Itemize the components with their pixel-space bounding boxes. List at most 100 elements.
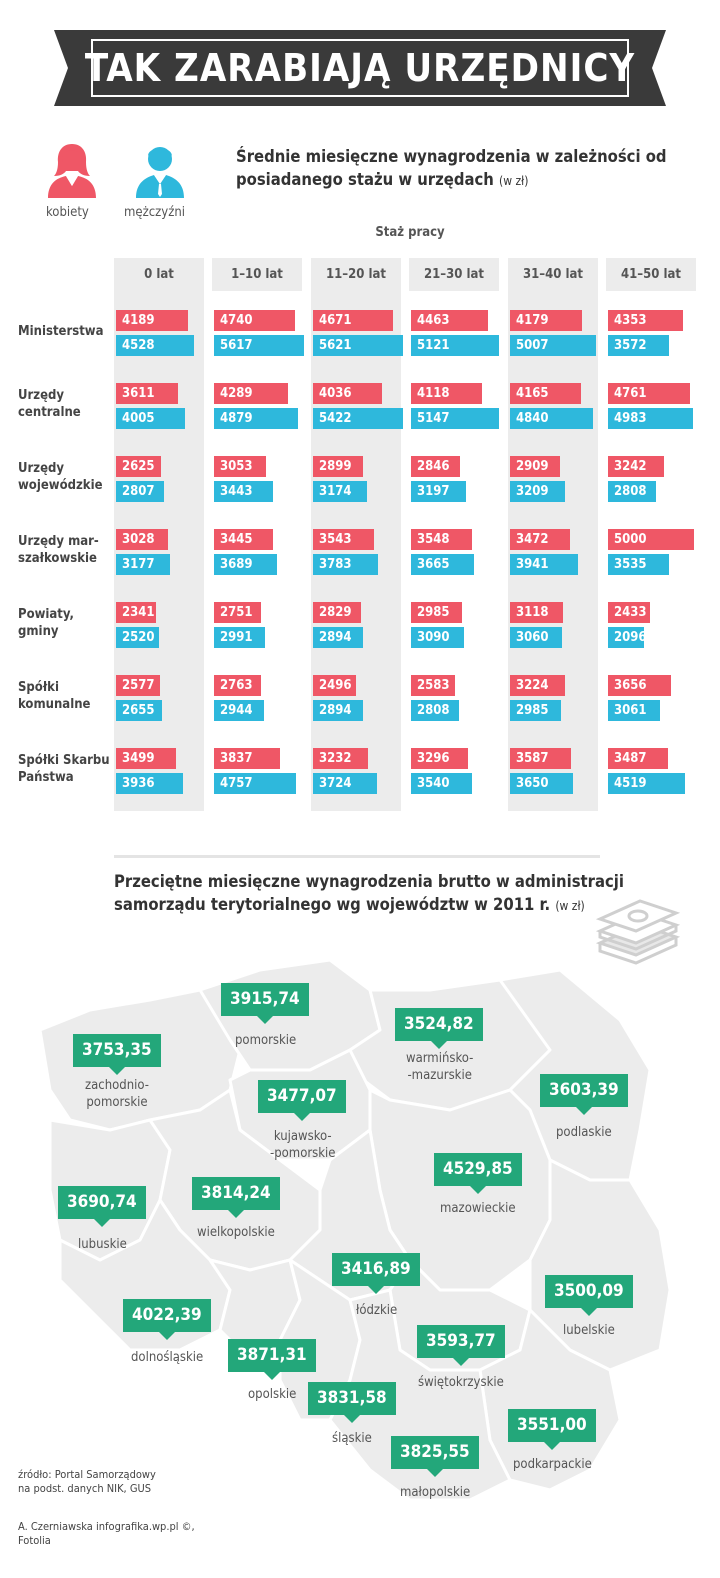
bar-men: 3174	[313, 481, 367, 502]
row-label: Urzędy wojewódzkie	[18, 461, 103, 493]
value-badge: 4022,39	[123, 1299, 211, 1340]
bar-men: 3941	[510, 554, 578, 575]
chart2-title: Przeciętne miesięczne wynagrodzenia brut…	[114, 872, 624, 914]
bar-men: 5422	[313, 408, 403, 429]
region-label: podlaskie	[556, 1125, 612, 1140]
value-badge: 4529,85	[434, 1153, 522, 1194]
bar-men: 5617	[214, 335, 304, 356]
bar-men: 4519	[608, 773, 685, 794]
bar-women: 3445	[214, 529, 273, 550]
bar-men: 4983	[608, 408, 693, 429]
row-label: Powiaty, gminy	[18, 607, 74, 639]
bar-men: 4528	[116, 335, 194, 356]
bar-women: 3118	[510, 602, 563, 623]
row-label: Ministerstwa	[18, 324, 104, 339]
bar-women: 3224	[510, 675, 565, 696]
row-label: Spółki komunalne	[18, 680, 91, 712]
bar-men: 3665	[411, 554, 474, 575]
bar-women: 2496	[313, 675, 356, 696]
bar-women: 3837	[214, 748, 280, 769]
bar-women: 3548	[411, 529, 472, 550]
chart1-axis-label: Staż pracy	[375, 225, 445, 240]
bar-women: 3028	[116, 529, 168, 550]
bar-women: 2909	[510, 456, 560, 477]
region-label: kujawsko- -pomorskie	[270, 1129, 336, 1161]
bar-women: 3053	[214, 456, 266, 477]
chart1-title: Średnie miesięczne wynagrodzenia w zależ…	[236, 147, 667, 189]
column-header: 11–20 lat	[326, 267, 386, 282]
bar-women: 4671	[313, 310, 393, 331]
value-badge: 3831,58	[308, 1382, 396, 1423]
bar-men: 3197	[411, 481, 466, 502]
region-label: małopolskie	[400, 1485, 471, 1500]
column-header: 1–10 lat	[212, 258, 302, 291]
value-badge: 3500,09	[545, 1275, 633, 1316]
bar-men: 2894	[313, 700, 363, 721]
bar-men: 4757	[214, 773, 296, 794]
bar-men: 3535	[608, 554, 669, 575]
column-header: 31–40 lat	[523, 267, 583, 282]
value-badge: 3814,24	[192, 1177, 280, 1218]
page-title: TAK ZARABIAJĄ URZĘDNICY	[84, 46, 636, 90]
bar-women: 3296	[411, 748, 468, 769]
region-label: dolnośląskie	[131, 1350, 204, 1365]
bar-men: 3090	[411, 627, 464, 648]
bar-women: 2829	[313, 602, 361, 623]
bar-women: 4179	[510, 310, 582, 331]
bar-men: 5007	[510, 335, 596, 356]
bar-men: 3177	[116, 554, 170, 575]
bar-men: 2807	[116, 481, 164, 502]
region-lubelskie	[528, 1158, 672, 1372]
region-label: świętokrzyskie	[418, 1375, 504, 1390]
bar-men: 2808	[608, 481, 656, 502]
row-label: Urzędy centralne	[18, 388, 81, 420]
bar-women: 4463	[411, 310, 488, 331]
bar-men: 3540	[411, 773, 472, 794]
bar-women: 3487	[608, 748, 668, 769]
bar-men: 3209	[510, 481, 565, 502]
region-label: lubelskie	[563, 1323, 615, 1338]
bar-men: 3650	[510, 773, 573, 794]
bar-women: 4289	[214, 383, 288, 404]
bar-women: 2985	[411, 602, 462, 623]
bar-men: 2655	[116, 700, 162, 721]
region-label: łódzkie	[356, 1303, 398, 1318]
bar-men: 3060	[510, 627, 562, 648]
bar-women: 3242	[608, 456, 664, 477]
bar-women: 3611	[116, 383, 178, 404]
title-banner	[54, 30, 666, 106]
bar-women: 3543	[313, 529, 374, 550]
bar-women: 4740	[214, 310, 295, 331]
bar-women: 2763	[214, 675, 261, 696]
region-label: pomorskie	[235, 1033, 297, 1048]
value-badge: 3524,82	[395, 1008, 483, 1049]
bar-women: 5000	[608, 529, 694, 550]
bar-women: 4189	[116, 310, 188, 331]
row-label: Spółki Skarbu Państwa	[18, 753, 110, 785]
bar-women: 4118	[411, 383, 482, 404]
value-badge: 3753,35	[73, 1034, 161, 1075]
column-header: 0 lat	[144, 267, 174, 282]
section-divider	[114, 855, 600, 858]
woman-icon	[48, 144, 96, 198]
bar-men: 2096	[608, 627, 647, 648]
legend-men-label: mężczyźni	[124, 205, 186, 220]
bar-women: 2625	[116, 456, 161, 477]
bar-men: 2520	[116, 627, 159, 648]
bar-women: 3232	[313, 748, 368, 769]
money-icon	[596, 899, 680, 965]
bar-men: 4840	[510, 408, 593, 429]
bar-women: 4761	[608, 383, 690, 404]
bar-women: 3499	[116, 748, 176, 769]
bar-men: 2808	[411, 700, 459, 721]
bar-men: 3689	[214, 554, 277, 575]
bar-men: 3572	[608, 335, 669, 356]
legend-women-label: kobiety	[46, 205, 89, 220]
region-label: zachodnio-pomorskie	[85, 1078, 150, 1110]
value-badge: 3477,07	[258, 1080, 346, 1121]
column-header: 41–50 lat	[606, 258, 696, 291]
credit-text: A. Czerniawska infografika.wp.pl ©, Foto…	[18, 1520, 195, 1547]
value-badge: 3551,00	[508, 1409, 596, 1450]
bar-men: 2944	[214, 700, 264, 721]
bar-women: 2846	[411, 456, 460, 477]
